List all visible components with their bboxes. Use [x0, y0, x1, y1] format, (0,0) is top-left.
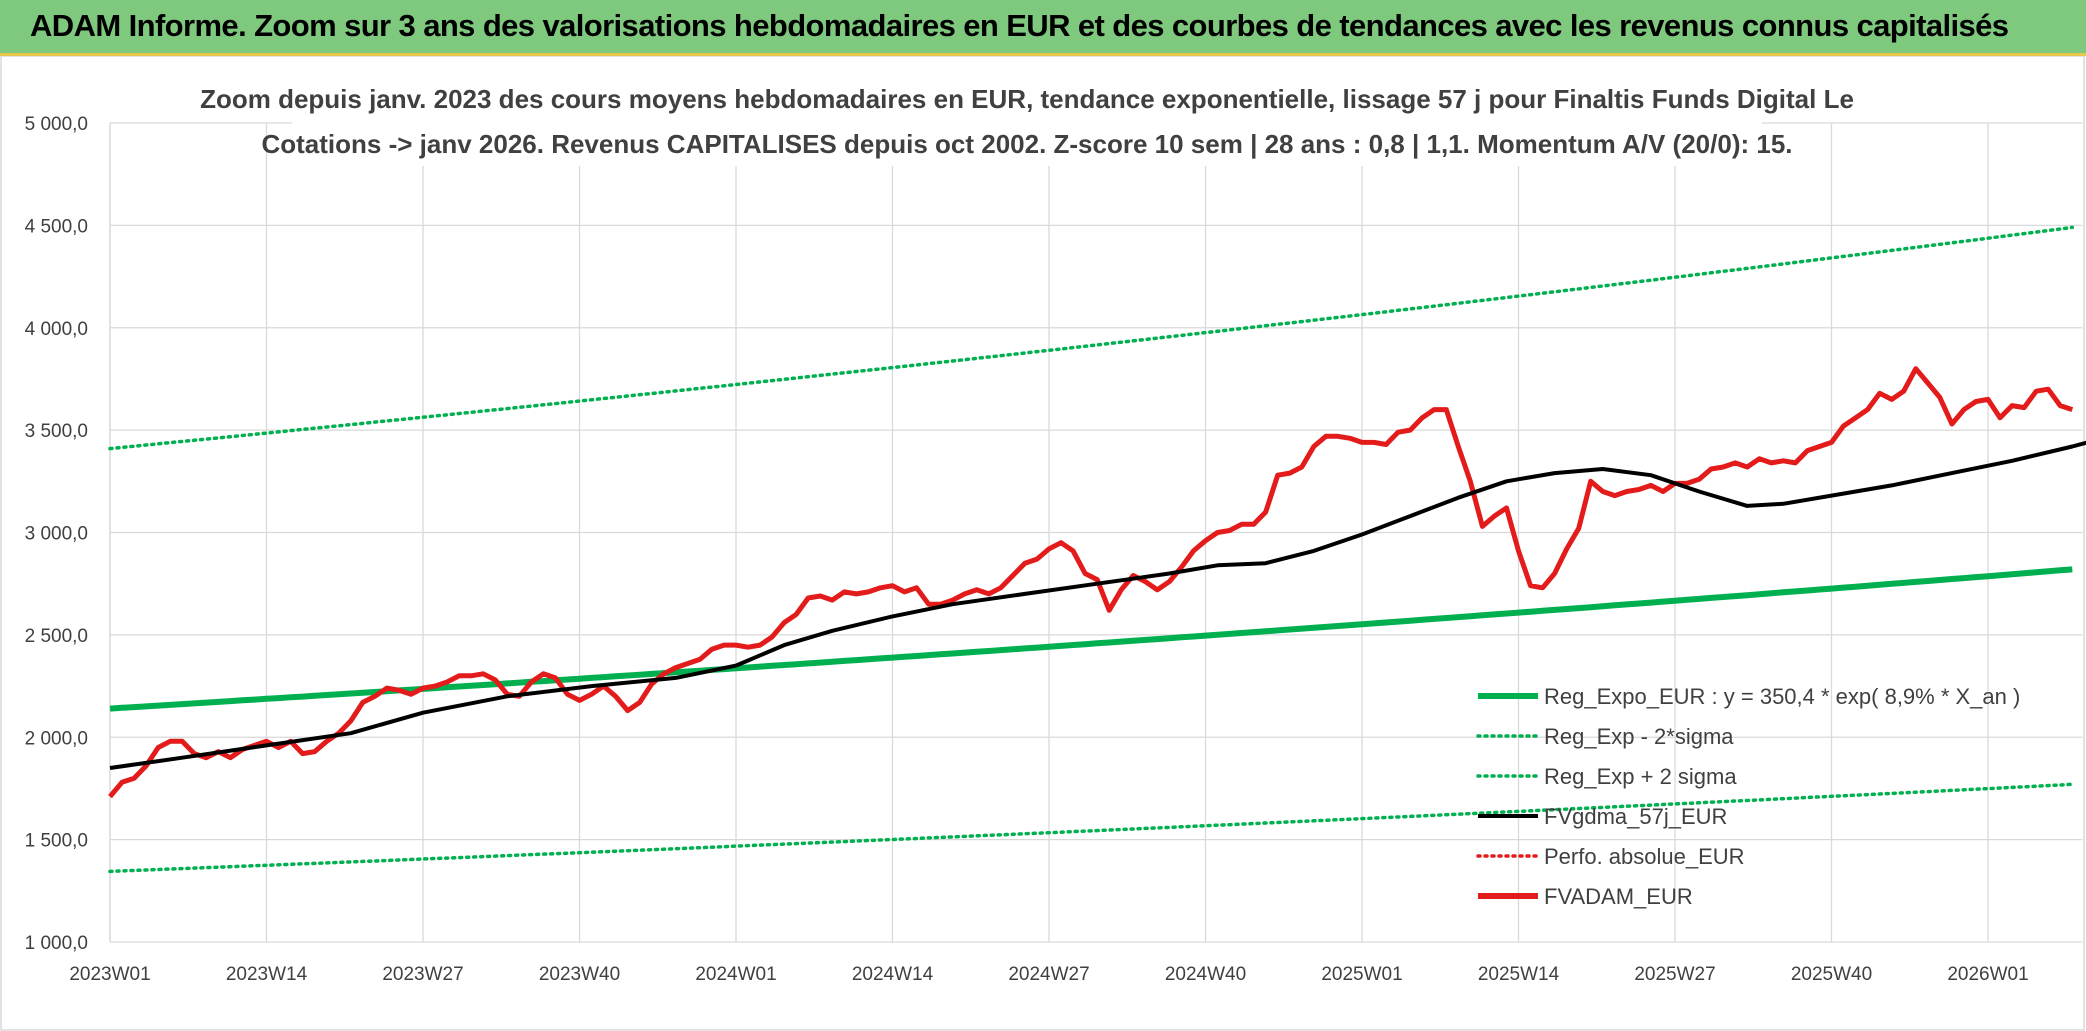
x-tick-label: 2024W27 [1008, 964, 1089, 985]
legend-label: Reg_Expo_EUR : y = 350,4 * exp( 8,9% * X… [1544, 684, 2020, 709]
reg-exp-plus-2sigma-line [108, 225, 2075, 451]
legend-label: Reg_Exp + 2 sigma [1544, 764, 1737, 789]
y-tick-label: 4 500,0 [25, 216, 88, 237]
y-tick-label: 5 000,0 [25, 114, 88, 135]
y-axis: 1 000,0 1 500,0 2 000,0 2 500,0 3 000,0 3 500… [25, 114, 88, 954]
legend-label: Perfo. absolue_EUR [1544, 844, 1745, 869]
x-tick-label: 2026W01 [1947, 964, 2028, 985]
x-tick-label: 2023W27 [382, 964, 463, 985]
report-banner: ADAM Informe. Zoom sur 3 ans des valoris… [0, 0, 2086, 56]
chart-title-line-2: Cotations -> janv 2026. Revenus CAPITALI… [261, 129, 1792, 159]
x-tick-label: 2025W01 [1321, 964, 1402, 985]
x-tick-label: 2023W40 [539, 964, 620, 985]
y-tick-label: 1 000,0 [25, 933, 88, 954]
x-tick-label: 2023W01 [69, 964, 150, 985]
chart-title: Zoom depuis janv. 2023 des cours moyens … [200, 76, 1854, 166]
y-tick-label: 4 000,0 [25, 319, 88, 340]
fvgdma-57j-line [109, 440, 2086, 770]
series-layer [108, 225, 2086, 874]
chart-title-line-1: Zoom depuis janv. 2023 des cours moyens … [200, 84, 1854, 114]
x-tick-label: 2025W40 [1791, 964, 1872, 985]
x-tick-label: 2024W14 [852, 964, 934, 985]
chart-area [0, 56, 2085, 1031]
x-tick-label: 2023W14 [226, 964, 308, 985]
report-title: ADAM Informe. Zoom sur 3 ans des valoris… [30, 8, 2009, 43]
y-tick-label: 2 500,0 [25, 626, 88, 647]
fvadam-line [108, 366, 2074, 799]
y-tick-label: 3 000,0 [25, 524, 88, 545]
legend: Reg_Expo_EUR : y = 350,4 * exp( 8,9% * X… [1476, 684, 2020, 909]
x-tick-label: 2025W27 [1634, 964, 1715, 985]
y-tick-label: 2 000,0 [25, 728, 88, 749]
chart: 1 000,0 1 500,0 2 000,0 2 500,0 3 000,0 3 500… [0, 56, 2086, 1031]
reg-exp-minus-2sigma-line [108, 782, 2075, 874]
legend-label: FVgdma_57j_EUR [1544, 804, 1727, 829]
legend-label: Reg_Exp - 2*sigma [1544, 724, 1734, 749]
y-tick-label: 3 500,0 [25, 421, 88, 442]
chart-title-background [292, 76, 1762, 166]
x-tick-label: 2024W01 [695, 964, 776, 985]
x-tick-label: 2024W40 [1165, 964, 1246, 985]
legend-label: FVADAM_EUR [1544, 884, 1693, 909]
x-axis: 2023W01 2023W14 2023W27 2023W40 2024W01 2024W… [69, 964, 2028, 985]
y-tick-label: 1 500,0 [25, 831, 88, 852]
x-tick-label: 2025W14 [1478, 964, 1560, 985]
